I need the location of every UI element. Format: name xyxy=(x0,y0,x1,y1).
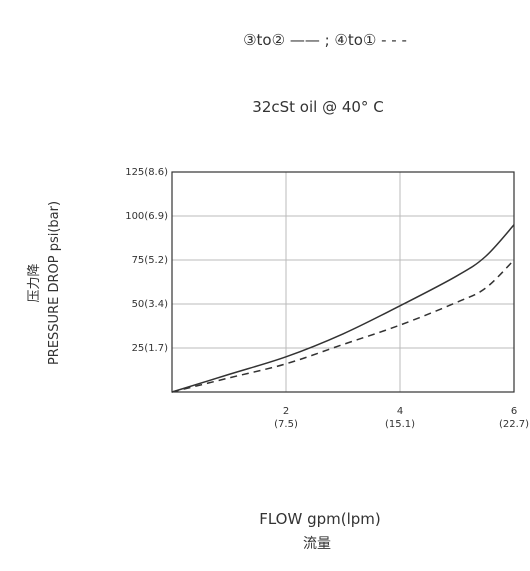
y-tick-label: 100(6.9) xyxy=(125,211,168,222)
y-axis-label: PRESSURE DROP psi(bar) xyxy=(47,201,62,365)
y-tick-labels: 25(1.7) 50(3.4) 75(5.2) 100(6.9) 125(8.6) xyxy=(125,167,168,354)
y-tick-label: 25(1.7) xyxy=(132,343,169,354)
y-tick-label: 125(8.6) xyxy=(125,167,168,178)
chart-title: 32cSt oil @ 40° C xyxy=(252,98,383,116)
series-line-solid xyxy=(171,224,515,393)
x-tick-label: 4 xyxy=(397,406,403,417)
x-tick-sublabel: (15.1) xyxy=(385,419,415,430)
series-lines xyxy=(171,224,515,393)
x-axis-label-cn: 流量 xyxy=(303,536,331,552)
y-tick-label: 50(3.4) xyxy=(132,299,169,310)
plot-frame xyxy=(171,171,515,393)
x-tick-sublabel: (7.5) xyxy=(274,419,298,430)
grid xyxy=(172,172,514,392)
y-tick-label: 75(5.2) xyxy=(132,255,169,266)
y-axis-label-cn: 压力降 xyxy=(27,263,42,302)
series-line-dashed xyxy=(171,259,515,393)
x-tick-labels: 2 (7.5) 4 (15.1) 6 (22.7) xyxy=(274,406,529,430)
x-axis-label: FLOW gpm(lpm) xyxy=(259,510,381,528)
x-tick-label: 2 xyxy=(283,406,289,417)
legend: ③to② —— ; ④to① - - - xyxy=(243,31,407,49)
x-tick-label: 6 xyxy=(511,406,517,417)
x-tick-sublabel: (22.7) xyxy=(499,419,529,430)
